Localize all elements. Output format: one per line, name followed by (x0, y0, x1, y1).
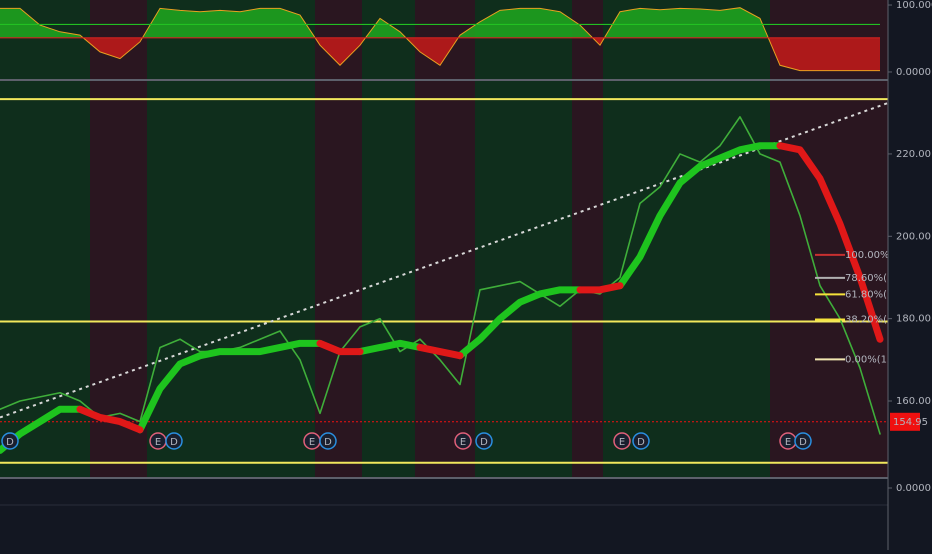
regime-bands (0, 0, 888, 478)
band (415, 0, 475, 478)
event-label: E (309, 437, 315, 448)
y-tick-label: 0.0000 (896, 483, 931, 494)
event-label: E (785, 437, 791, 448)
fib-label: 38.20%(179. (845, 314, 909, 325)
event-marker (165, 432, 183, 450)
event-label: D (480, 437, 488, 448)
event-marker (1, 432, 19, 450)
band (770, 0, 888, 478)
event-label: E (155, 437, 161, 448)
fib-label: 78.60%(189. (845, 273, 909, 284)
last-price-label: 154.95 (893, 417, 928, 428)
y-tick-label: 220.00 (896, 149, 931, 160)
event-label: D (324, 437, 332, 448)
event-label: D (799, 437, 807, 448)
axis-labels: 100.0000 0.0000 160.00 180.00 200.00 220.00 15… (888, 0, 932, 494)
band (90, 0, 147, 478)
event-label: D (6, 437, 14, 448)
band (475, 0, 572, 478)
fib-label: 100.00%(19 (845, 250, 906, 261)
fib-label: 61.80%(185. (845, 289, 909, 300)
price-axis (888, 0, 932, 550)
moving-average (76, 142, 884, 434)
moving-average (0, 142, 784, 454)
event-marker (454, 432, 472, 450)
last-price-tag (890, 412, 920, 431)
event-marker (319, 432, 337, 450)
oscillator-line (0, 7, 880, 72)
fib-label: 0.00%(170.1 (845, 354, 909, 365)
y-tick-label: 100.0000 (896, 0, 932, 11)
y-tick-label: 200.00 (896, 231, 931, 242)
event-marker (794, 432, 812, 450)
band (362, 0, 415, 478)
event-marker (613, 432, 631, 450)
y-tick-label: 160.00 (896, 396, 931, 407)
band (603, 0, 770, 478)
band (572, 0, 603, 478)
oscillator-area-down (83, 37, 880, 71)
y-tick-label: 180.00 (896, 314, 931, 325)
y-tick-label: 0.0000 (896, 67, 931, 78)
price-line (0, 116, 881, 435)
event-marker (475, 432, 493, 450)
band (147, 0, 315, 478)
plot-area: 100.00%(19 78.60%(189. 61.80%(185. 38.20%(1… (0, 7, 909, 464)
oscillator-area-up (0, 7, 880, 38)
event-label: E (619, 437, 625, 448)
event-marker (632, 432, 650, 450)
event-label: D (637, 437, 645, 448)
event-label: D (170, 437, 178, 448)
event-label: E (460, 437, 466, 448)
